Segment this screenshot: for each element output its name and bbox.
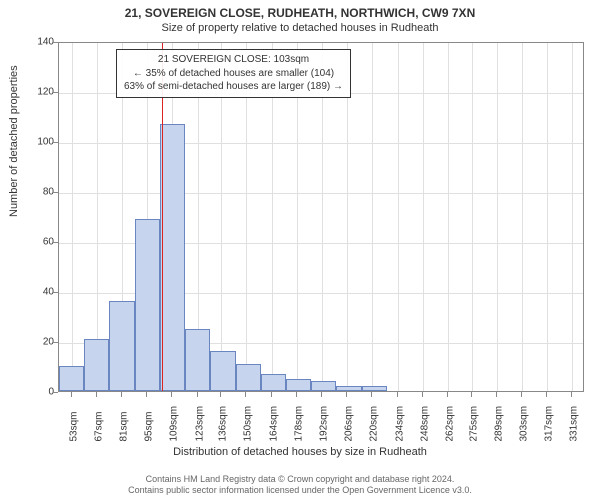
- histogram-bar: [336, 386, 361, 391]
- x-tick-label: 81sqm: [119, 411, 130, 441]
- histogram-bar: [160, 124, 185, 392]
- histogram-bar: [311, 381, 336, 391]
- annotation-line: 21 SOVEREIGN CLOSE: 103sqm: [124, 53, 343, 67]
- histogram-bar: [286, 379, 311, 392]
- y-tick-label: 80: [24, 187, 54, 198]
- y-tick-label: 140: [24, 37, 54, 48]
- x-tick-mark: [371, 392, 372, 397]
- x-tick-label: 123sqm: [194, 406, 205, 442]
- gridline-v: [497, 43, 498, 391]
- y-tick-label: 40: [24, 287, 54, 298]
- annotation-box: 21 SOVEREIGN CLOSE: 103sqm← 35% of detac…: [116, 49, 351, 98]
- x-tick-mark: [571, 392, 572, 397]
- x-tick-mark: [71, 392, 72, 397]
- histogram-bar: [109, 301, 134, 391]
- gridline-v: [572, 43, 573, 391]
- x-axis-label: Distribution of detached houses by size …: [0, 446, 600, 458]
- histogram-bar: [135, 219, 160, 392]
- x-tick-mark: [397, 392, 398, 397]
- x-tick-mark: [121, 392, 122, 397]
- x-tick-mark: [296, 392, 297, 397]
- histogram-bar: [236, 364, 261, 392]
- histogram-bar: [84, 339, 109, 392]
- x-tick-label: 234sqm: [394, 406, 405, 442]
- x-tick-label: 164sqm: [268, 406, 279, 442]
- x-tick-label: 262sqm: [445, 406, 456, 442]
- y-tick-label: 120: [24, 87, 54, 98]
- y-tick-label: 100: [24, 137, 54, 148]
- x-tick-label: 220sqm: [369, 406, 380, 442]
- x-tick-label: 248sqm: [419, 406, 430, 442]
- annotation-line: ← 35% of detached houses are smaller (10…: [124, 67, 343, 81]
- x-tick-mark: [321, 392, 322, 397]
- footer-attribution: Contains HM Land Registry data © Crown c…: [0, 474, 600, 497]
- gridline-v: [448, 43, 449, 391]
- y-tick-mark: [53, 92, 58, 93]
- chart-title: 21, SOVEREIGN CLOSE, RUDHEATH, NORTHWICH…: [0, 6, 600, 20]
- histogram-bar: [210, 351, 235, 391]
- gridline-v: [547, 43, 548, 391]
- y-tick-mark: [53, 342, 58, 343]
- x-tick-label: 53sqm: [68, 411, 79, 441]
- y-tick-label: 20: [24, 337, 54, 348]
- gridline-v: [398, 43, 399, 391]
- x-tick-mark: [197, 392, 198, 397]
- gridline-v: [372, 43, 373, 391]
- y-tick-mark: [53, 142, 58, 143]
- x-tick-mark: [271, 392, 272, 397]
- x-tick-label: 192sqm: [319, 406, 330, 442]
- x-tick-label: 303sqm: [518, 406, 529, 442]
- annotation-line: 63% of semi-detached houses are larger (…: [124, 80, 343, 94]
- y-tick-mark: [53, 42, 58, 43]
- histogram-bar: [362, 386, 387, 391]
- x-tick-label: 331sqm: [569, 406, 580, 442]
- gridline-v: [423, 43, 424, 391]
- x-tick-mark: [171, 392, 172, 397]
- histogram-bar: [59, 366, 84, 391]
- histogram-bar: [185, 329, 210, 392]
- histogram-bar: [261, 374, 286, 392]
- x-tick-mark: [96, 392, 97, 397]
- x-tick-mark: [447, 392, 448, 397]
- y-axis-label: Number of detached properties: [8, 65, 20, 217]
- y-tick-label: 60: [24, 237, 54, 248]
- x-tick-label: 178sqm: [293, 406, 304, 442]
- footer-line-2: Contains public sector information licen…: [0, 485, 600, 496]
- gridline-v: [522, 43, 523, 391]
- x-tick-label: 275sqm: [468, 406, 479, 442]
- gridline-v: [472, 43, 473, 391]
- x-tick-mark: [496, 392, 497, 397]
- gridline-h: [59, 143, 583, 144]
- gridline-h: [59, 193, 583, 194]
- x-tick-mark: [521, 392, 522, 397]
- y-tick-mark: [53, 192, 58, 193]
- x-tick-label: 136sqm: [218, 406, 229, 442]
- y-tick-label: 0: [24, 387, 54, 398]
- x-tick-label: 317sqm: [544, 406, 555, 442]
- x-tick-mark: [220, 392, 221, 397]
- y-tick-mark: [53, 392, 58, 393]
- x-tick-label: 150sqm: [243, 406, 254, 442]
- x-tick-mark: [245, 392, 246, 397]
- footer-line-1: Contains HM Land Registry data © Crown c…: [0, 474, 600, 485]
- gridline-v: [72, 43, 73, 391]
- chart-subtitle: Size of property relative to detached ho…: [0, 22, 600, 34]
- x-tick-mark: [546, 392, 547, 397]
- x-tick-mark: [471, 392, 472, 397]
- x-tick-label: 67sqm: [93, 411, 104, 441]
- y-tick-mark: [53, 242, 58, 243]
- x-tick-label: 109sqm: [169, 406, 180, 442]
- x-tick-label: 206sqm: [344, 406, 355, 442]
- x-tick-label: 289sqm: [493, 406, 504, 442]
- x-tick-mark: [346, 392, 347, 397]
- x-tick-mark: [146, 392, 147, 397]
- x-tick-mark: [422, 392, 423, 397]
- x-tick-label: 95sqm: [144, 411, 155, 441]
- y-tick-mark: [53, 292, 58, 293]
